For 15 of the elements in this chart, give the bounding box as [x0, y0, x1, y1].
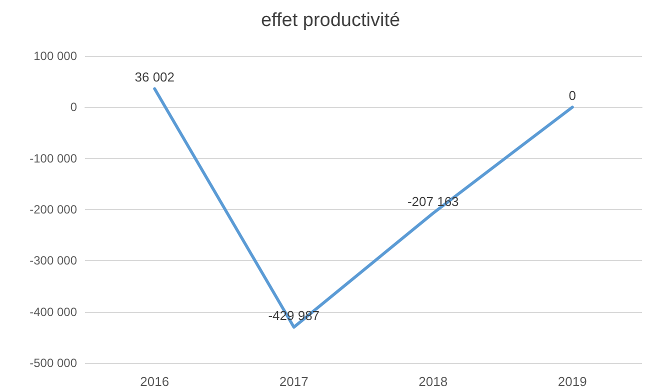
- line-series: [153, 87, 574, 329]
- x-tick-label: 2016: [140, 374, 170, 388]
- data-label: 0: [568, 88, 576, 104]
- x-tick-label: 2017: [279, 374, 308, 388]
- data-label: 36 002: [134, 70, 175, 85]
- y-tick-label: -300 000: [30, 254, 78, 268]
- y-tick-label: -200 000: [30, 202, 78, 216]
- x-tick-label: 2019: [558, 374, 587, 388]
- x-tick-label: 2018: [418, 374, 448, 388]
- y-tick-label: -500 000: [30, 356, 78, 370]
- y-tick-label: 100 000: [34, 49, 78, 63]
- y-tick-label: -100 000: [30, 151, 78, 166]
- y-tick-label: -400 000: [30, 304, 78, 319]
- y-tick-label: 0: [70, 100, 78, 114]
- chart-title: effet productivité: [260, 10, 400, 31]
